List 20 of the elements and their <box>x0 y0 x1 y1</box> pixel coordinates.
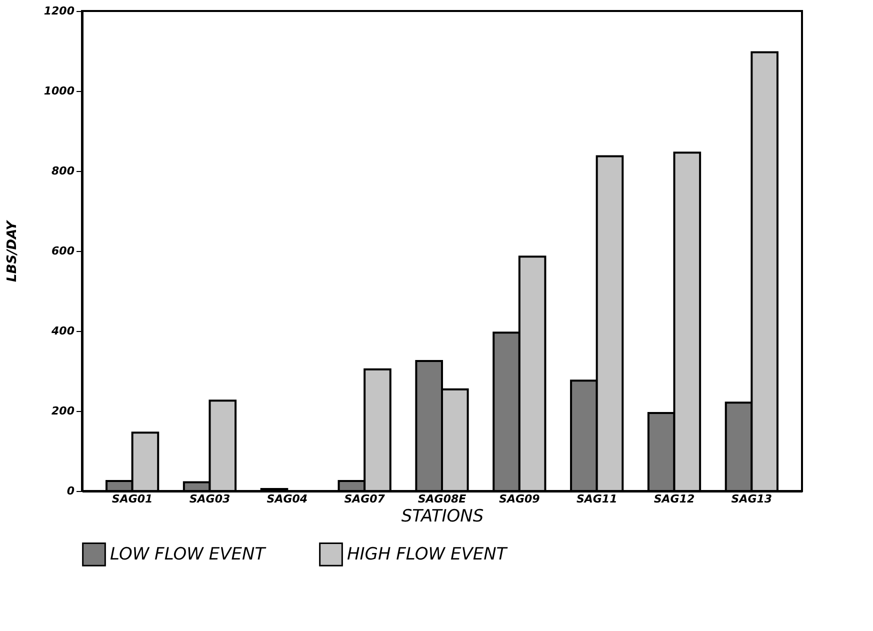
x-tick-label: SAG04 <box>266 492 308 506</box>
x-tick-label: SAG12 <box>654 492 695 506</box>
x-tick-label: SAG03 <box>189 492 230 506</box>
y-tick-label: 600 <box>52 244 75 258</box>
x-tick-label: SAG13 <box>731 492 772 506</box>
x-axis-title: STATIONS <box>401 506 484 526</box>
y-axis-title: LBS/DAY <box>4 219 20 282</box>
x-tick-label: SAG11 <box>576 492 618 506</box>
y-tick-label: 1000 <box>44 84 75 98</box>
x-tick-label: SAG08E <box>418 492 467 506</box>
legend-label: HIGH FLOW EVENT <box>347 544 508 564</box>
y-tick-label: 1200 <box>44 4 75 18</box>
x-tick-label: SAG01 <box>112 492 153 506</box>
y-tick-label: 800 <box>52 164 75 178</box>
y-tick-label: 400 <box>50 324 75 338</box>
x-tick-label: SAG09 <box>499 492 540 506</box>
y-tick-label: 200 <box>52 404 75 418</box>
legend-label: LOW FLOW EVENT <box>110 544 267 564</box>
x-tick-label: SAG07 <box>344 492 386 506</box>
y-tick-label: 0 <box>66 484 75 498</box>
